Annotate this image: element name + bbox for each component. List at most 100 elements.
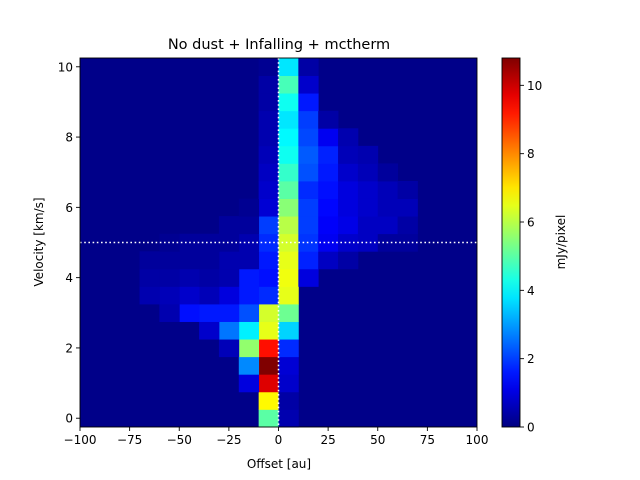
heatmap-cell [258,163,279,182]
heatmap-cell [139,286,160,305]
heatmap-cell [298,268,319,287]
heatmap-cell [238,216,260,235]
y-tick-label: 6 [65,201,73,215]
heatmap-cell [338,216,359,235]
heatmap-cell [238,251,260,270]
heatmap-cell [199,286,220,305]
heatmap-cell [258,409,279,428]
heatmap-cell [397,198,418,217]
y-tick-label: 8 [65,131,73,145]
heatmap-cell [238,374,260,393]
heatmap-cell [258,286,279,305]
heatmap-cell [357,216,379,235]
heatmap-cell [357,163,379,182]
heatmap-cell [298,145,319,164]
heatmap-cell [218,268,240,287]
heatmap-cell [278,110,299,129]
x-tick-label: 100 [466,433,489,447]
heatmap-cell [298,251,319,270]
heatmap-cell [258,128,279,147]
x-tick-label: −75 [117,433,142,447]
heatmap-cell [357,198,379,217]
colorbar-tick-label: 8 [527,147,535,161]
chart-title: No dust + Infalling + mctherm [168,37,390,53]
heatmap-cell [278,93,299,112]
colorbar-label: mJy/pixel [554,215,568,270]
heatmap-cell [278,409,299,428]
heatmap-cell [338,198,359,217]
y-tick-label: 10 [58,60,73,74]
heatmap-cell [238,268,260,287]
x-tick-label: 0 [275,433,283,447]
x-tick-label: −100 [64,433,97,447]
heatmap-cell [278,128,299,147]
heatmap-cell [318,110,339,129]
heatmap-cell [258,75,279,94]
heatmap-cell [258,198,279,217]
heatmap-cell [258,356,279,375]
heatmap-cell [278,251,299,270]
colorbar-tick-label: 4 [527,284,535,298]
y-tick-label: 2 [65,341,73,355]
heatmap-cell [258,391,279,410]
heatmap-cell [258,110,279,129]
heatmap-cell [258,93,279,112]
heatmap-cell [298,233,319,252]
heatmap-cell [238,286,260,305]
heatmap-cell [258,321,279,340]
heatmap-cell [338,145,359,164]
heatmap-cell [298,75,319,94]
y-tick-label: 4 [65,271,73,285]
colorbar[interactable]: 0 2 4 6 8 10 [501,57,542,435]
heatmap-cell [179,286,200,305]
heatmap-cell [199,268,220,287]
heatmap-cell [159,251,180,270]
heatmap-cell [338,233,359,252]
heatmap-cell [258,181,279,199]
heatmap-cell [258,233,279,252]
colorbar-tick-label: 6 [527,216,535,230]
heatmap-cell [258,58,279,76]
plot-area [79,57,478,428]
heatmap-cell [199,304,220,322]
heatmap-cell [218,251,240,270]
heatmap-cell [338,181,359,199]
heatmap-cell [278,374,299,393]
heatmap-cell [159,268,180,287]
heatmap-cell [318,216,339,235]
heatmap-cell [338,251,359,270]
heatmap-cell [139,268,160,287]
colorbar-tick-label: 10 [527,79,542,93]
heatmap-cell [318,251,339,270]
heatmap-cell [278,321,299,340]
heatmap-cell [318,128,339,147]
heatmap-cell [298,216,319,235]
heatmap-cell [278,181,299,199]
colorbar-gradient [501,57,521,428]
heatmap-cell [318,163,339,182]
x-tick-label: −50 [167,433,192,447]
heatmap-cell [258,216,279,235]
heatmap-cell [377,163,398,182]
heatmap-cell [179,304,200,322]
heatmap-cell [298,58,319,76]
heatmap-cell [218,233,240,252]
heatmap-cell [199,233,220,252]
heatmap-cell [377,181,398,199]
heatmap-cell [199,251,220,270]
heatmap-cell [258,339,279,358]
heatmap-cell [199,321,220,340]
heatmap-cell [397,181,418,199]
heatmap-cell [218,339,240,358]
colorbar-tick-label: 2 [527,352,535,366]
heatmap-cell [258,145,279,164]
heatmap-cell [218,304,240,322]
heatmap-cell [298,93,319,112]
heatmap-cell [278,339,299,358]
heatmap-cell [298,163,319,182]
heatmap-cell [357,233,379,252]
heatmap-cell [357,145,379,164]
heatmap-cell [258,304,279,322]
heatmap-cell [318,145,339,164]
